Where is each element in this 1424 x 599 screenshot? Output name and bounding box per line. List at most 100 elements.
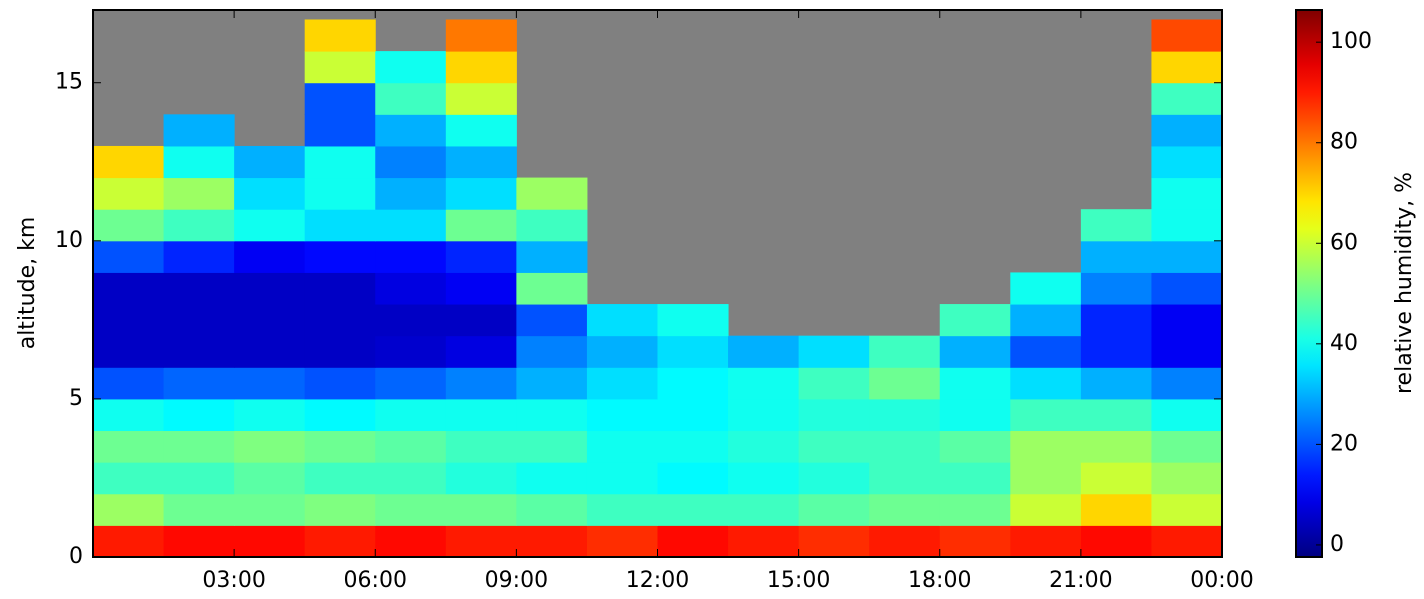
heat-cell [304, 240, 376, 273]
heat-cell [163, 272, 235, 305]
heat-cell [375, 493, 447, 526]
heat-cell [304, 462, 376, 495]
heat-cell [1151, 493, 1223, 526]
heat-cell [304, 177, 376, 210]
heat-cell [375, 462, 447, 495]
heat-cell [304, 304, 376, 337]
heat-cell [234, 462, 306, 495]
heat-cell [304, 398, 376, 432]
heat-cell [869, 398, 941, 432]
heat-cell [1010, 525, 1082, 558]
heat-cell [798, 367, 870, 400]
heat-cell [163, 114, 235, 147]
heat-cell [516, 398, 588, 432]
heat-cell [1010, 367, 1082, 400]
heat-cell [304, 493, 376, 526]
heat-cell [516, 430, 588, 463]
heat-cell [1151, 525, 1223, 558]
heat-cell [939, 430, 1011, 463]
heat-cell [304, 367, 376, 400]
heat-cell [586, 398, 658, 432]
heat-cell [93, 240, 165, 273]
heat-cell [93, 209, 165, 242]
heat-cell [1080, 272, 1152, 305]
heat-cell [939, 398, 1011, 432]
colorbar-tick-label: 40 [1330, 331, 1358, 356]
heat-cell [375, 272, 447, 305]
heat-cell [939, 304, 1011, 337]
x-tick-label: 00:00 [1190, 568, 1253, 593]
heat-cell [445, 367, 517, 400]
heat-cell [657, 462, 729, 495]
heat-cell [93, 525, 165, 558]
heat-cell [1151, 240, 1223, 273]
heat-cell [657, 493, 729, 526]
heat-cell [375, 335, 447, 368]
heat-cell [1080, 304, 1152, 337]
heat-cell [1080, 398, 1152, 432]
heat-cell [586, 493, 658, 526]
heat-cell [798, 430, 870, 463]
x-tick-label: 15:00 [767, 568, 830, 593]
heat-cell [1151, 335, 1223, 368]
heat-cell [728, 430, 800, 463]
heat-cell [657, 335, 729, 368]
heat-cell [93, 335, 165, 368]
heat-cell [1080, 335, 1152, 368]
heat-cell [234, 272, 306, 305]
y-tick-label: 0 [69, 544, 83, 569]
heat-cell [445, 114, 517, 147]
heat-cell [445, 493, 517, 526]
heat-cell [163, 177, 235, 210]
heat-cell [586, 335, 658, 368]
heat-cell [234, 430, 306, 463]
heat-cell [728, 398, 800, 432]
heat-cell [728, 335, 800, 368]
heat-cell [445, 82, 517, 115]
heat-cell [304, 272, 376, 305]
heat-cell [375, 430, 447, 463]
heat-cell [445, 462, 517, 495]
x-tick-label: 12:00 [626, 568, 689, 593]
heat-cell [1151, 51, 1223, 84]
heat-cell [163, 304, 235, 337]
heat-cell [798, 525, 870, 558]
heat-cell [93, 430, 165, 463]
heat-cell [234, 304, 306, 337]
heat-cell [1080, 462, 1152, 495]
heat-cell [939, 525, 1011, 558]
heat-cell [163, 493, 235, 526]
heat-cell [163, 398, 235, 432]
heat-cell [304, 51, 376, 84]
heat-cell [516, 335, 588, 368]
heat-cell [234, 145, 306, 179]
heat-cell [375, 177, 447, 210]
heat-cell [445, 240, 517, 273]
heat-cell [1151, 462, 1223, 495]
heat-cell [304, 209, 376, 242]
heat-cell [798, 462, 870, 495]
x-tick-label: 21:00 [1049, 568, 1112, 593]
heat-cell [304, 430, 376, 463]
heat-cell [516, 367, 588, 400]
heat-cell [1151, 19, 1223, 52]
colorbar-tick-label: 60 [1330, 230, 1358, 255]
heat-cell [516, 209, 588, 242]
heat-cell [728, 493, 800, 526]
colorbar-label: relative humidity, % [1392, 172, 1417, 394]
heat-cell [516, 462, 588, 495]
heat-cell [445, 525, 517, 558]
heat-cell [163, 240, 235, 273]
heat-cell [304, 82, 376, 115]
heat-cell [869, 525, 941, 558]
heat-cell [1010, 493, 1082, 526]
heat-cell [1080, 525, 1152, 558]
colorbar-tick-label: 0 [1330, 532, 1344, 557]
colorbar-tick-label: 100 [1330, 29, 1372, 54]
heat-cell [234, 177, 306, 210]
heat-cell [939, 493, 1011, 526]
heat-cell [163, 367, 235, 400]
x-tick-label: 18:00 [908, 568, 971, 593]
heat-cell [586, 430, 658, 463]
colorbar-tick-label: 80 [1330, 130, 1358, 155]
